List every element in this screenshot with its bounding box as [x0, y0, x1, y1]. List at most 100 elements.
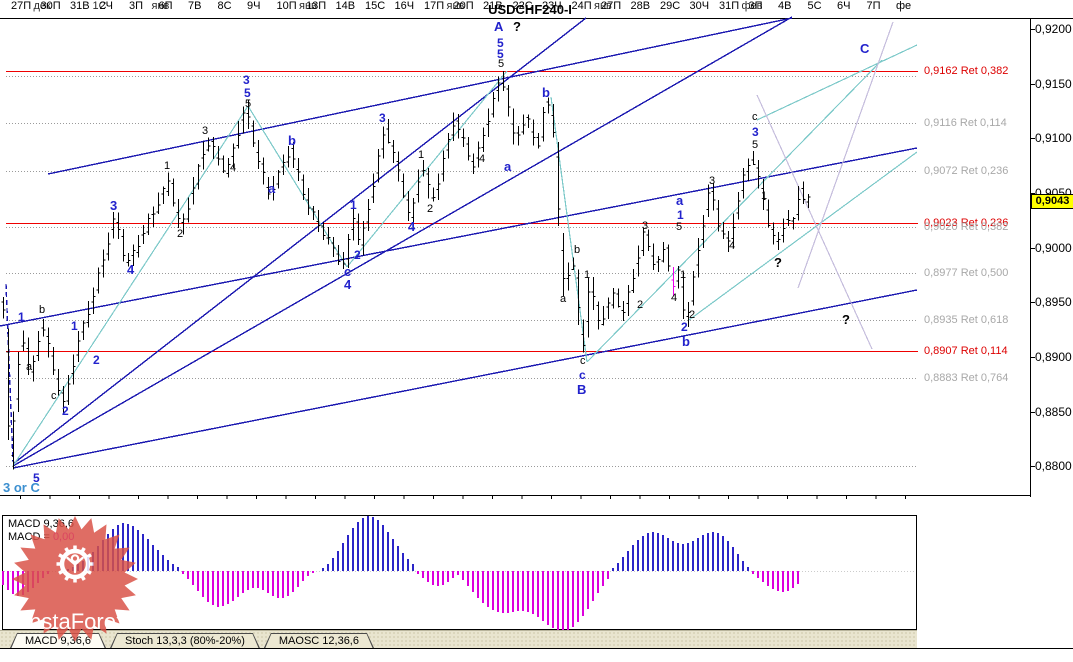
indicator-tab-maosc[interactable]: MAOSC 12,36,6: [264, 633, 374, 648]
wave-label: b: [542, 85, 550, 100]
wave-label: C: [860, 41, 870, 56]
wave-label: 5: [676, 221, 683, 233]
x-axis-date-label: 2Ч: [99, 0, 113, 12]
wave-label: 3: [709, 175, 716, 187]
x-axis-month-label: янв: [151, 0, 170, 12]
wave-label: 2: [681, 320, 688, 334]
x-axis-date-label: 24П: [571, 0, 592, 12]
wave-label: a: [676, 193, 684, 208]
y-axis-price-label: 0,9100: [1035, 131, 1072, 145]
wave-label: 4: [479, 153, 486, 165]
wave-label: 3: [379, 111, 386, 125]
wave-label: 1: [71, 319, 78, 333]
x-axis-date-label: 27П: [11, 0, 32, 12]
wave-label: ?: [842, 312, 850, 327]
x-axis-date-label: 6П: [158, 0, 173, 12]
wave-label: b: [39, 304, 46, 316]
wave-label: 1: [418, 149, 425, 161]
y-axis-price-label: 0,9150: [1035, 77, 1072, 91]
y-axis-price-label: 0,8800: [1035, 459, 1072, 473]
wave-label: c: [51, 390, 57, 402]
y-axis-price-label: 0,9000: [1035, 241, 1072, 255]
wave-label: b: [288, 133, 296, 148]
y-axis-price-label: 0,8900: [1035, 350, 1072, 364]
wave-label: a: [504, 159, 512, 174]
fib-level-label: 0,9023 Ret 0,236: [924, 217, 1009, 229]
wave-label: B: [577, 382, 587, 397]
chart-symbol-title: USDCHF240-I: [488, 2, 572, 17]
fib-level-label: 0,9072 Ret 0,236: [924, 165, 1009, 177]
x-axis-date-label: 6Ч: [837, 0, 851, 12]
y-axis-price-label: 0,8950: [1035, 295, 1072, 309]
wave-label: b: [682, 334, 690, 349]
x-axis-date-label: 16Ч: [394, 0, 415, 12]
logo-gear-person-icon: [56, 545, 94, 583]
window-bottom-divider: [0, 648, 1073, 649]
wave-label: ?: [513, 19, 521, 34]
wave-label: 5: [33, 471, 40, 485]
wave-label: 3 or C: [3, 480, 40, 495]
x-axis-month-label: фев: [741, 0, 763, 12]
wave-label: 1: [761, 190, 768, 202]
indicator-tab-label: MAOSC 12,36,6: [265, 634, 373, 649]
wave-label: 2: [637, 299, 644, 311]
x-axis-date-label: 28В: [630, 0, 651, 12]
wave-label: c: [579, 368, 586, 382]
wave-label: 2: [177, 228, 184, 240]
fib-level-label: 0,9020 Ret 0,382: [924, 221, 1009, 233]
wave-label: 3: [642, 220, 649, 232]
wave-label: a: [560, 293, 567, 305]
wave-label: a: [26, 361, 33, 373]
x-axis-date-label: 9Ч: [247, 0, 261, 12]
x-axis-date-label: 29С: [660, 0, 681, 12]
wave-label: 4: [127, 262, 135, 277]
wave-label: 3: [202, 125, 209, 137]
wave-label: 4: [230, 162, 237, 174]
wave-label: 4: [408, 219, 416, 234]
y-axis-price-label: 0,8850: [1035, 405, 1072, 419]
x-axis-date-label: 31В: [70, 0, 90, 12]
x-axis-date-label: 8С: [217, 0, 232, 12]
x-axis-date-label: 3П: [748, 0, 763, 12]
indicator-tab-strip: MACD 9,36,6 Stoch 13,3,3 (80%-20%) MAOSC 1…: [0, 630, 917, 648]
x-axis-month-label: янв: [446, 0, 465, 12]
wave-label: 1: [680, 269, 687, 281]
x-axis-date-label: 13П: [306, 0, 327, 12]
wave-label: 1: [350, 198, 357, 212]
x-axis-date-label: 22С: [512, 0, 533, 12]
x-axis-date-label: 27П: [601, 0, 622, 12]
x-axis-date-label: 15С: [365, 0, 386, 12]
fib-level-label: 0,8883 Ret 0,764: [924, 372, 1009, 384]
x-axis-date-label: 14В: [335, 0, 356, 12]
x-axis-date-label: 21В: [483, 0, 503, 12]
fib-level-label: 0,8907 Ret 0,114: [924, 345, 1008, 357]
wave-label: 1: [677, 208, 684, 222]
fib-level-label: 0,8935 Ret 0,618: [924, 314, 1009, 326]
wave-label: 5: [752, 139, 759, 151]
indicator-tab-label: Stoch 13,3,3 (80%-20%): [111, 634, 259, 649]
wave-label: 5: [497, 47, 504, 61]
wave-label: ?: [774, 255, 782, 270]
wave-label: c: [580, 355, 586, 367]
x-axis-date-label: 7В: [188, 0, 202, 12]
wave-label: 5: [245, 98, 252, 110]
indicator-tab-macd[interactable]: MACD 9,36,6: [10, 633, 106, 648]
x-axis-date-label: 31П: [719, 0, 740, 12]
wave-label: a: [268, 181, 276, 196]
instaforex-logo: InstaForex: [12, 516, 138, 642]
wave-label: 2: [427, 203, 434, 215]
x-axis-month-label: янв: [594, 0, 612, 12]
wave-label: 4: [344, 277, 352, 292]
indicator-tab-stoch[interactable]: Stoch 13,3,3 (80%-20%): [110, 633, 260, 648]
wave-label: 5: [244, 86, 251, 100]
wave-label: c: [752, 111, 758, 123]
wave-label: 3: [110, 198, 118, 213]
x-axis-date-label: 30П: [40, 0, 61, 12]
wave-label: 5: [497, 36, 504, 50]
x-axis-date-label: 7П: [866, 0, 881, 12]
x-axis-date-label: 10П: [276, 0, 297, 12]
wave-label: 4: [671, 292, 678, 304]
wave-label: A: [494, 19, 504, 34]
